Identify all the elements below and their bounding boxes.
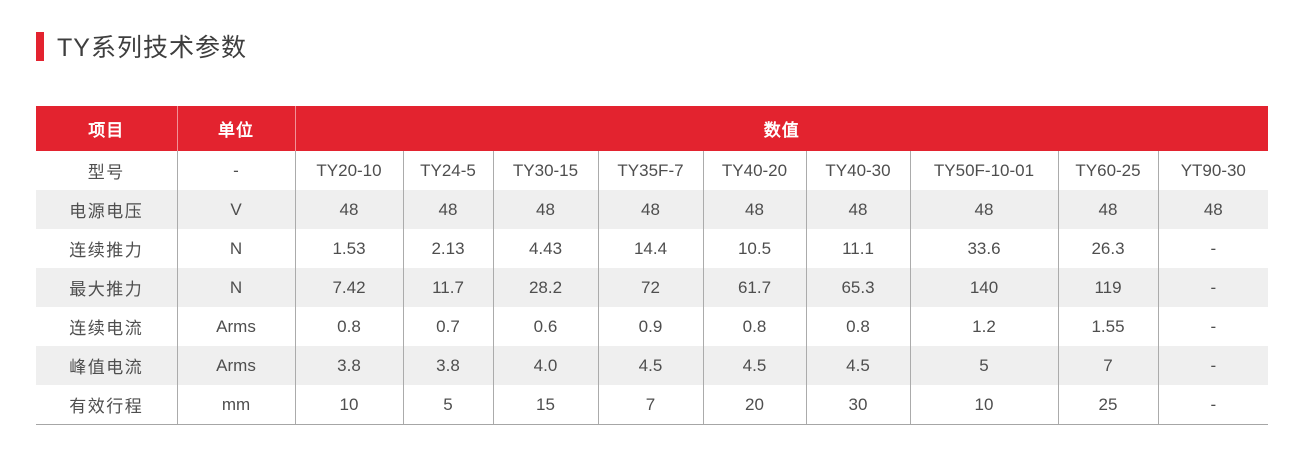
table-row: 型号 - TY20-10 TY24-5 TY30-15 TY35F-7 TY40-20 TY4… xyxy=(36,151,1268,190)
value-cell: 33.6 xyxy=(910,229,1059,268)
value-cell: 48 xyxy=(295,190,404,229)
value-cell: 4.5 xyxy=(598,346,704,385)
page-title: TY系列技术参数 xyxy=(57,34,247,62)
table-row: 连续推力 N 1.53 2.13 4.43 14.4 10.5 11.1 33.6 26.3 - xyxy=(36,229,1268,268)
section-title: TY系列技术参数 xyxy=(36,30,1268,62)
param-name-cell: 型号 xyxy=(36,151,178,190)
value-cell: 0.8 xyxy=(806,307,911,346)
value-cell: TY30-15 xyxy=(493,151,599,190)
unit-cell: N xyxy=(177,268,296,307)
header-item: 项目 xyxy=(36,106,178,151)
value-cell: 14.4 xyxy=(598,229,704,268)
value-cell: - xyxy=(1210,238,1217,258)
value-cell: 20 xyxy=(703,385,807,425)
param-name-cell: 连续推力 xyxy=(36,229,178,268)
value-cell: 4.5 xyxy=(703,346,807,385)
value-cell: 48 xyxy=(403,190,494,229)
param-name-cell: 最大推力 xyxy=(36,268,178,307)
value-cell: 15 xyxy=(493,385,599,425)
value-cell: 119 xyxy=(1058,268,1159,307)
value-cell: 0.8 xyxy=(295,307,404,346)
page: TY系列技术参数 项目 单位 数值 型号 - TY20-10 TY24-5 TY30-1… xyxy=(36,30,1269,425)
header-unit: 单位 xyxy=(177,106,296,151)
value-cell: TY20-10 xyxy=(295,151,404,190)
table-row: 连续电流 Arms 0.8 0.7 0.6 0.9 0.8 0.8 1.2 1.55- xyxy=(36,307,1268,346)
table-header-row: 项目 单位 数值 xyxy=(36,106,1269,151)
unit-cell: - xyxy=(177,151,296,190)
value-cell: YT90-30 xyxy=(1180,160,1246,180)
table-body: 型号 - TY20-10 TY24-5 TY30-15 TY35F-7 TY40-20 TY4… xyxy=(36,151,1269,425)
value-cell: 7 xyxy=(1058,346,1159,385)
value-cell: 5 xyxy=(403,385,494,425)
value-cell: 72 xyxy=(598,268,704,307)
value-cell: TY50F-10-01 xyxy=(910,151,1059,190)
value-cell: 3.8 xyxy=(403,346,494,385)
value-cell: TY35F-7 xyxy=(598,151,704,190)
value-cell: 25 xyxy=(1058,385,1159,425)
value-cell: 2.13 xyxy=(403,229,494,268)
table-row: 峰值电流 Arms 3.8 3.8 4.0 4.5 4.5 4.5 5 7- xyxy=(36,346,1269,385)
value-cell: 4.5 xyxy=(806,346,911,385)
table-row: 有效行程 mm 10 5 15 7 20 30 10 25- xyxy=(36,385,1269,425)
value-cell: 10.5 xyxy=(703,229,807,268)
value-cell: 3.8 xyxy=(295,346,404,385)
param-name-cell: 峰值电流 xyxy=(36,346,178,385)
value-cell: TY60-25 xyxy=(1058,151,1159,190)
value-cell: 48 xyxy=(806,190,911,229)
value-cell: 1.53 xyxy=(295,229,404,268)
value-cell: 26.3 xyxy=(1058,229,1159,268)
value-cell: 48 xyxy=(910,190,1059,229)
value-cell: TY40-30 xyxy=(806,151,911,190)
unit-cell: Arms xyxy=(177,346,296,385)
value-cell: 48 xyxy=(1203,199,1223,219)
value-cell: 30 xyxy=(806,385,911,425)
param-name-cell: 电源电压 xyxy=(36,190,178,229)
value-cell: 0.9 xyxy=(598,307,704,346)
value-cell: 48 xyxy=(1058,190,1159,229)
value-cell: 5 xyxy=(910,346,1059,385)
param-name-cell: 连续电流 xyxy=(36,307,178,346)
title-accent-bar xyxy=(36,31,44,61)
value-cell: TY24-5 xyxy=(403,151,494,190)
value-cell: - xyxy=(1158,385,1269,425)
unit-cell: Arms xyxy=(177,307,296,346)
value-cell: 65.3 xyxy=(806,268,911,307)
spec-table: 项目 单位 数值 型号 - TY20-10 TY24-5 TY30-15 TY35F-7 T… xyxy=(36,106,1269,425)
value-cell: - xyxy=(1210,316,1217,336)
value-cell: 48 xyxy=(703,190,807,229)
value-cell: - xyxy=(1210,355,1217,375)
value-cell: 10 xyxy=(910,385,1059,425)
value-cell: 48 xyxy=(598,190,704,229)
value-cell: 11.1 xyxy=(806,229,911,268)
value-cell: 7.42 xyxy=(295,268,404,307)
value-cell: 4.43 xyxy=(493,229,599,268)
table-row: 最大推力 N 7.42 11.7 28.2 72 61.7 65.3 140 119 - xyxy=(36,268,1269,307)
value-cell: 1.2 xyxy=(910,307,1059,346)
header-values: 数值 xyxy=(295,106,1269,151)
unit-cell: mm xyxy=(177,385,296,425)
value-cell: 4.0 xyxy=(493,346,599,385)
unit-cell: N xyxy=(177,229,296,268)
value-cell: 48 xyxy=(493,190,599,229)
value-cell: - xyxy=(1210,277,1217,297)
value-cell: 7 xyxy=(598,385,704,425)
value-cell: 11.7 xyxy=(403,268,494,307)
value-cell: 1.55 xyxy=(1058,307,1159,346)
value-cell: 0.8 xyxy=(703,307,807,346)
value-cell: 61.7 xyxy=(703,268,807,307)
value-cell: TY40-20 xyxy=(703,151,807,190)
value-cell: 28.2 xyxy=(493,268,599,307)
value-cell: 10 xyxy=(295,385,404,425)
value-cell: 0.7 xyxy=(403,307,494,346)
param-name-cell: 有效行程 xyxy=(36,385,178,425)
value-cell: 140 xyxy=(910,268,1059,307)
unit-cell: V xyxy=(177,190,296,229)
table-row: 电源电压 V 48 48 48 48 48 48 48 48 48 xyxy=(36,190,1269,229)
value-cell: 0.6 xyxy=(493,307,599,346)
